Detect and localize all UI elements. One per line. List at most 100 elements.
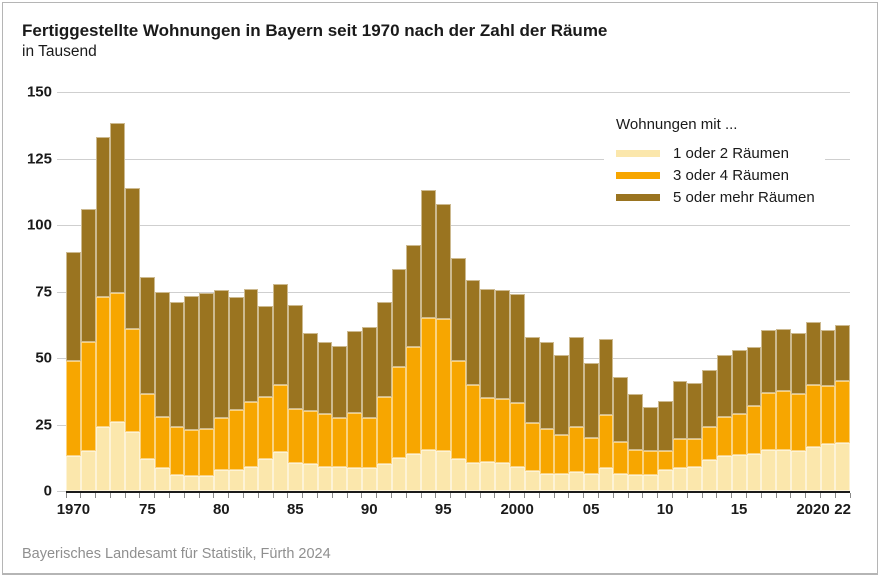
bar-segment-1990-series-2 [361,327,377,418]
legend-title: Wohnungen mit ... [616,116,738,133]
bar-segment-2000-series-1 [509,403,525,468]
bar-segment-1971-series-2 [80,209,96,343]
x-tick-53 [849,493,851,498]
bar-segment-1984-series-0 [273,452,288,491]
bar-segment-1988-series-1 [332,417,348,468]
x-tick-40 [657,493,659,498]
y-tick-label-150: 150 [26,83,52,101]
x-tick-46 [745,493,747,498]
bar-segment-1997-series-0 [465,463,481,491]
bar-1970 [66,92,81,491]
bar-2005 [583,92,599,491]
bar-2009 [643,92,658,491]
bar-segment-2015-series-1 [731,413,747,456]
bar-1981 [228,92,244,491]
bar-segment-1981-series-2 [228,296,244,410]
legend-swatch-2 [616,193,660,201]
bar-series [66,92,851,491]
x-tick-label-1970: 1970 [56,501,91,518]
y-tick-50 [57,358,66,359]
bar-segment-2007-series-0 [613,473,629,491]
legend-swatch-1 [616,171,660,179]
bar-1983 [258,92,274,491]
bar-1984 [273,92,288,491]
bar-segment-1977-series-1 [169,427,185,476]
bar-segment-1996-series-1 [450,360,466,460]
bar-segment-2017-series-1 [761,392,777,450]
bar-segment-1982-series-2 [243,288,259,402]
bar-2000 [509,92,525,491]
y-tick-label-0: 0 [43,482,52,500]
bar-segment-2018-series-2 [776,328,792,392]
bar-segment-1973-series-2 [110,122,126,293]
bar-segment-2011-series-2 [672,380,688,440]
bar-segment-2022-series-1 [835,380,851,444]
bar-segment-1994-series-1 [421,318,436,450]
bar-segment-2008-series-1 [628,449,644,476]
x-tick-13 [257,493,259,498]
legend-swatch-0 [616,149,660,157]
bar-segment-2007-series-2 [613,376,629,442]
bar-segment-1992-series-1 [391,367,407,458]
bar-segment-1987-series-1 [317,413,333,468]
x-tick-5 [139,493,141,498]
bar-segment-2010-series-1 [657,451,673,470]
x-tick-label-2010: 10 [656,501,674,518]
x-tick-17 [316,493,318,498]
bar-segment-2003-series-0 [554,473,570,491]
bar-segment-2016-series-0 [746,453,762,491]
x-tick-8 [183,493,185,498]
bar-segment-2015-series-2 [731,350,747,414]
bar-segment-1995-series-2 [435,203,451,320]
bar-segment-1980-series-0 [213,469,229,491]
bar-segment-1989-series-1 [347,412,362,469]
bar-segment-2022-series-2 [835,324,851,381]
legend: Wohnungen mit ... 1 oder 2 Räumen 3 oder … [604,112,825,214]
x-tick-label-1995: 95 [434,501,452,518]
x-tick-52 [834,493,836,498]
x-tick-20 [361,493,363,498]
bar-segment-1971-series-0 [80,451,96,491]
bar-1976 [154,92,170,491]
bar-segment-1991-series-0 [376,464,392,491]
bar-segment-2009-series-0 [643,475,658,491]
bar-segment-1994-series-0 [421,449,436,491]
y-tick-label-125: 125 [26,150,52,167]
bar-segment-1972-series-1 [95,296,111,428]
bar-segment-1978-series-2 [184,295,200,430]
plot-area: 0 25 50 75 100 125 150 1970 75 80 85 90 95 2000 05 10 1… [27,84,851,519]
bar-1999 [495,92,510,491]
bar-segment-1990-series-0 [361,468,377,491]
bar-segment-2010-series-0 [657,469,673,491]
x-tick-label-2022: 22 [834,501,851,518]
x-tick-16 [302,493,304,498]
bar-segment-2001-series-1 [524,423,540,472]
bar-segment-2006-series-0 [598,468,614,491]
gridline-y-125 [66,158,850,160]
bar-segment-1982-series-1 [243,401,259,468]
bar-segment-1997-series-1 [465,384,481,464]
bar-segment-2007-series-1 [613,441,629,474]
bar-1971 [80,92,96,491]
bar-segment-1980-series-1 [213,417,229,470]
bar-segment-2006-series-2 [598,339,614,416]
bar-1980 [213,92,229,491]
bar-segment-2013-series-2 [702,369,718,428]
bar-1991 [376,92,392,491]
bar-segment-1992-series-2 [391,268,407,368]
bar-2016 [746,92,762,491]
x-tick-14 [272,493,274,498]
bar-segment-2004-series-0 [569,472,584,491]
bar-segment-2001-series-0 [524,471,540,491]
bar-segment-1994-series-2 [421,190,436,319]
bar-segment-2002-series-0 [539,473,555,491]
bar-1988 [332,92,348,491]
bar-segment-2019-series-0 [791,451,806,491]
bar-segment-1986-series-0 [302,464,318,491]
x-tick-25 [435,493,437,498]
bar-segment-1979-series-0 [199,476,214,491]
bar-1986 [302,92,318,491]
x-tick-7 [169,493,171,498]
bar-segment-1985-series-2 [287,304,303,409]
